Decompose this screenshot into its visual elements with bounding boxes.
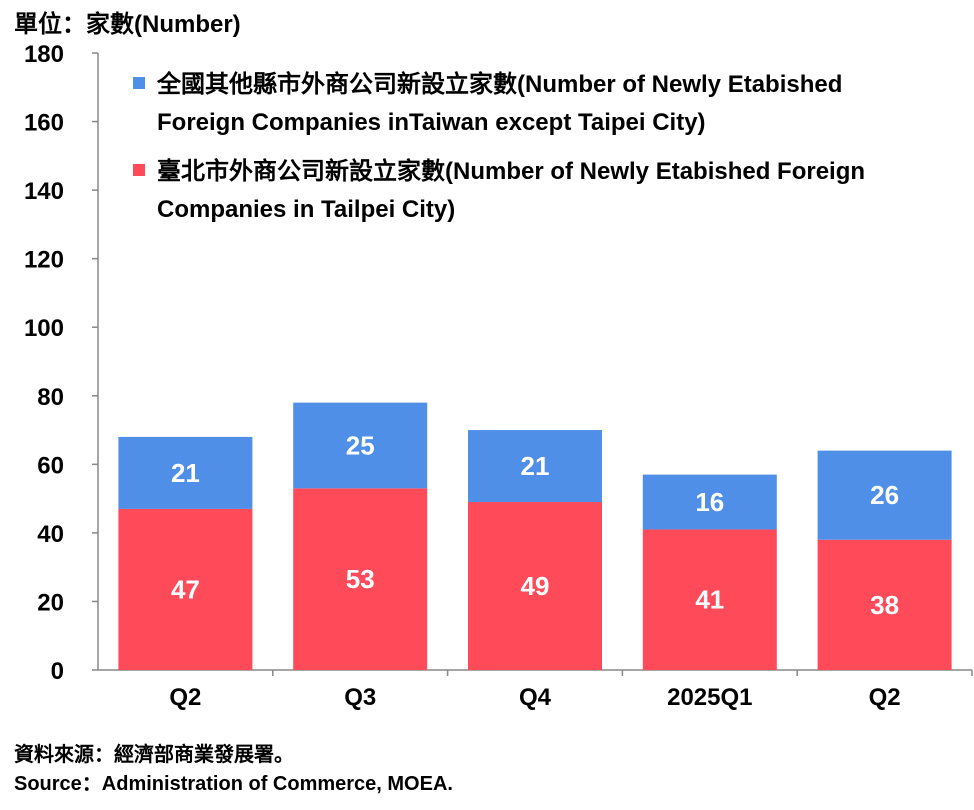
bar-taipei (293, 488, 428, 670)
x-tick-label: Q2 (869, 684, 901, 711)
data-label-taipei: 47 (171, 574, 200, 604)
x-tick-label: Q2 (169, 684, 201, 711)
data-label-other-cities: 21 (171, 458, 200, 488)
source-line-english: Source：Administration of Commerce, MOEA. (14, 773, 453, 795)
y-tick-label: 20 (37, 589, 64, 616)
legend-label-other-cities-line2: Foreign Companies inTaiwan except Taipei… (157, 109, 706, 136)
y-tick-label: 60 (37, 452, 64, 479)
x-tick-label: Q4 (519, 684, 552, 711)
data-label-taipei: 49 (521, 571, 550, 601)
y-tick-label: 180 (24, 41, 64, 68)
bar-other-cities (293, 402, 428, 489)
y-tick-label: 160 (24, 110, 64, 137)
data-label-taipei: 53 (346, 564, 375, 594)
bar-taipei (642, 529, 777, 670)
y-tick-label: 120 (24, 247, 64, 274)
legend-label-taipei-line2: Companies in Tailpei City) (157, 196, 456, 223)
data-label-taipei: 41 (695, 585, 724, 615)
data-label-other-cities: 26 (870, 480, 899, 510)
y-axis: 0 20 40 60 80 100 120 140 160 180 (24, 41, 99, 685)
data-label-other-cities: 16 (695, 487, 724, 517)
bar-taipei (468, 502, 602, 670)
y-tick-label: 0 (51, 658, 64, 685)
legend-label-other-cities: 全國其他縣市外商公司新設立家數(Number of Newly Etabishe… (157, 71, 843, 98)
x-tick-label: Q3 (344, 684, 376, 711)
source-line-chinese: 資料來源：經濟部商業發展署。 (14, 744, 294, 766)
bars: 47 21 53 25 49 21 41 16 38 26 (118, 402, 952, 670)
bar-other-cities (642, 474, 777, 530)
stacked-bar-chart: 0 20 40 60 80 100 120 140 160 180 Q2 Q3 Q4 2025Q1 Q2 … (24, 41, 973, 711)
bar-other-cities (817, 450, 952, 540)
bar-taipei (817, 539, 952, 670)
y-tick-label: 100 (24, 315, 64, 342)
data-label-other-cities: 21 (521, 451, 550, 481)
y-tick-label: 140 (24, 178, 64, 205)
data-label-other-cities: 25 (346, 430, 375, 460)
x-axis: Q2 Q3 Q4 2025Q1 Q2 (98, 669, 973, 711)
x-tick-label: 2025Q1 (667, 684, 752, 711)
legend-swatch-taipei (133, 164, 145, 176)
y-tick-label: 40 (37, 521, 64, 548)
legend-swatch-other-cities (133, 77, 145, 89)
bar-taipei (118, 508, 253, 670)
unit-label: 單位：家數(Number) (14, 11, 241, 38)
bar-other-cities (468, 430, 602, 503)
legend-label-taipei: 臺北市外商公司新設立家數(Number of Newly Etabished F… (157, 158, 866, 185)
y-tick-label: 80 (37, 384, 64, 411)
data-label-taipei: 38 (870, 590, 899, 620)
bar-other-cities (118, 436, 253, 509)
